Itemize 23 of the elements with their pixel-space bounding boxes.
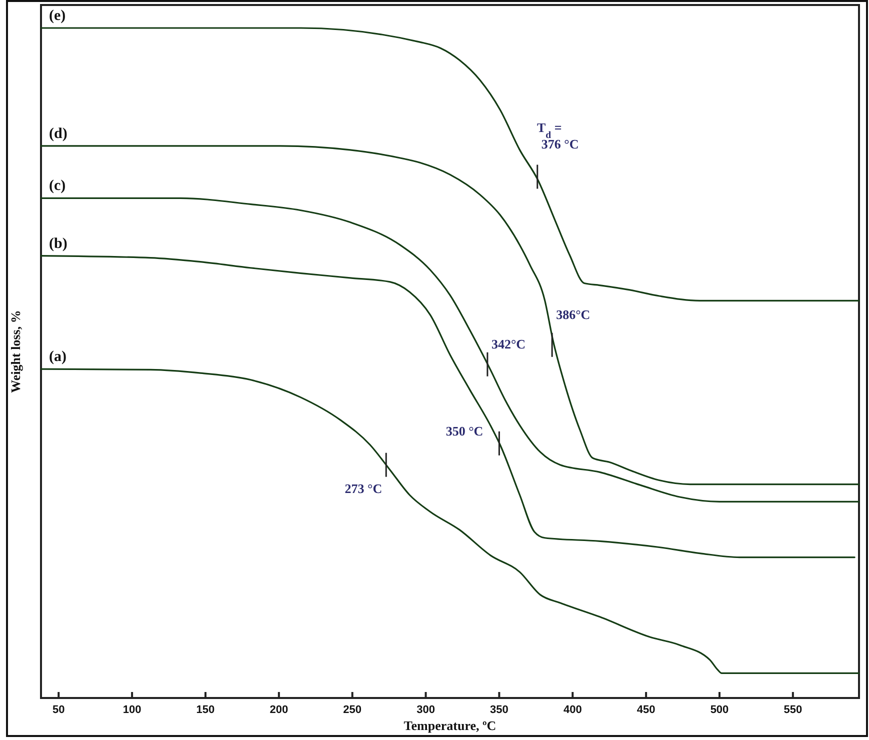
annotation: 273 °C [344, 480, 382, 496]
annotation: 350 °C [446, 423, 484, 438]
y-axis-title: Weight loss, % [8, 310, 23, 393]
series-label: (b) [49, 236, 68, 252]
x-tick-label: 200 [270, 704, 288, 716]
x-tick-label: 350 [490, 704, 508, 716]
x-axis-title: Temperature, ºC [404, 718, 496, 733]
x-tick-label: 150 [196, 704, 215, 716]
annotation: 386°C [556, 306, 590, 322]
annotation: T$_{d}$ = [537, 120, 562, 140]
x-tick-label: 450 [636, 704, 656, 716]
x-tick-label: 100 [122, 704, 142, 716]
x-tick-label: 400 [563, 704, 582, 716]
series-label: (e) [49, 8, 66, 24]
series-label: (d) [49, 126, 68, 142]
series-label: (a) [49, 349, 66, 366]
x-tick-label: 500 [710, 704, 729, 716]
annotation: 342°C [491, 336, 526, 352]
x-tick-label: 50 [52, 704, 65, 716]
x-tick-label: 550 [784, 704, 802, 716]
x-tick-label: 250 [343, 704, 362, 716]
x-tick-label: 300 [416, 704, 435, 716]
series-label: (c) [49, 178, 66, 194]
